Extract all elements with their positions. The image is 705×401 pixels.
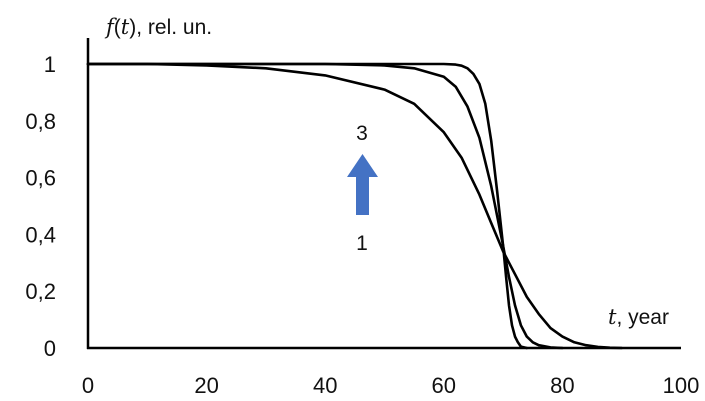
y-tick-label: 0,6 <box>25 166 56 191</box>
y-axis-unit: , rel. un. <box>136 16 212 39</box>
y-axis-var: t <box>121 15 130 39</box>
y-tick-label: 0,8 <box>25 109 56 134</box>
y-tick-label: 0 <box>44 336 56 361</box>
y-axis-label: f(t), rel. un. <box>104 15 212 39</box>
x-axis-unit: , year <box>616 306 669 329</box>
y-tick-label: 1 <box>44 52 56 77</box>
x-axis-label: t, year <box>608 305 669 329</box>
series-line-2 <box>86 62 564 350</box>
series-line-1 <box>86 62 623 350</box>
series-layer <box>86 62 623 350</box>
trend-arrow <box>347 154 378 215</box>
x-tick-label: 0 <box>82 373 94 398</box>
tick-labels: 0 20 40 60 80 100 0 0,2 0,4 0,6 0,8 1 <box>25 52 699 398</box>
arrow-label-top: 3 <box>356 122 368 145</box>
y-axis-fn: f <box>104 15 117 39</box>
x-axis-var: t <box>608 305 617 329</box>
axes <box>86 38 681 350</box>
x-tick-label: 40 <box>313 373 337 398</box>
x-tick-label: 20 <box>194 373 218 398</box>
series-line-3 <box>86 62 529 350</box>
x-tick-label: 60 <box>432 373 456 398</box>
arrow-label-bottom: 1 <box>356 232 368 255</box>
y-tick-label: 0,2 <box>25 279 56 304</box>
x-tick-label: 80 <box>550 373 574 398</box>
y-tick-label: 0,4 <box>25 222 56 247</box>
x-tick-label: 100 <box>663 373 700 398</box>
